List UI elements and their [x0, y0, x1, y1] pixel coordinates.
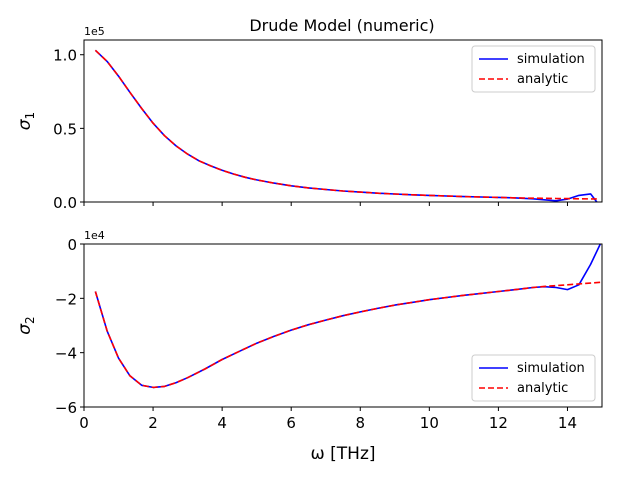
y-axis-label: σ2: [15, 316, 37, 334]
x-tick-label: 4: [217, 414, 227, 432]
y-tick-label: 0: [67, 236, 77, 254]
y-tick-label: 0.5: [53, 120, 77, 138]
legend-box: [471, 45, 596, 93]
x-tick-label: 10: [420, 414, 439, 432]
x-tick-label: 14: [558, 414, 577, 432]
y-tick-label: −6: [55, 399, 77, 417]
legend-label-analytic: analytic: [517, 72, 568, 87]
legend-box: [471, 354, 596, 402]
x-axis-label: ω [THz]: [311, 444, 376, 464]
legend-label-simulation: simulation: [517, 361, 585, 376]
subplot-1: 0.0 0.5 1.0 1e5 σ1 simulation analytic: [15, 25, 603, 212]
x-tick-label: 12: [489, 414, 508, 432]
subplot-2: 0 2 4 6 8 10 12 14 −6 −4 −2 0 1e4 σ2 simulation analyti…: [15, 229, 603, 432]
y-tick-label: 0.0: [53, 194, 77, 212]
y-tick-label: 1.0: [53, 47, 77, 65]
legend-label-analytic: analytic: [517, 381, 568, 396]
x-tick-label: 6: [286, 414, 296, 432]
figure-title: Drude Model (numeric): [249, 16, 434, 35]
y-tick-label: −4: [55, 345, 77, 363]
series-line-analytic: [94, 281, 601, 389]
x-tick-label: 0: [79, 414, 89, 432]
y-tick-label: −2: [55, 290, 77, 308]
y-offset-label: 1e4: [84, 229, 105, 242]
legend-label-simulation: simulation: [517, 52, 585, 67]
y-offset-label: 1e5: [84, 25, 105, 38]
legend: simulation analytic: [471, 45, 596, 93]
plots-group: 0.0 0.5 1.0 1e5 σ1 simulation analytic 0 2 4 6 8 10 1…: [15, 25, 603, 432]
x-tick-label: 8: [355, 414, 365, 432]
y-axis-label: σ1: [15, 112, 37, 130]
plot-frame: [83, 243, 603, 408]
x-tick-label: 2: [148, 414, 158, 432]
series-line-analytic: [94, 49, 597, 200]
plot-frame: [83, 39, 603, 203]
legend: simulation analytic: [471, 354, 596, 402]
